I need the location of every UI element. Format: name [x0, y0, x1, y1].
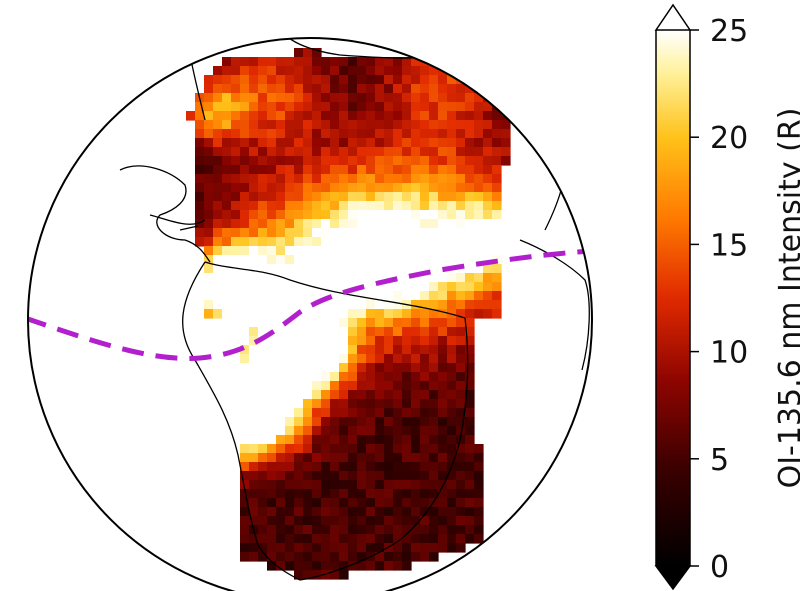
colorbar-tick-label: 10	[710, 336, 748, 371]
colorbar: 0 5 10 15 20 25 OI-135.6 nm Intensity (R)	[654, 3, 800, 591]
globe-outline	[27, 37, 593, 591]
colorbar-extend-max	[654, 3, 692, 31]
colorbar-tick-label: 25	[710, 14, 748, 49]
colorbar-tick-label: 0	[710, 550, 729, 585]
magnetic-equator-line	[28, 247, 592, 361]
colorbar-tick-label: 15	[710, 228, 748, 263]
colorbar-tick-label: 5	[710, 443, 729, 478]
colorbar-label: OI-135.6 nm Intensity (R)	[773, 108, 800, 489]
colorbar-gradient	[656, 30, 690, 566]
globe-map	[27, 37, 593, 591]
colorbar-extend-min	[654, 565, 692, 591]
colorbar-tick-label: 20	[710, 121, 748, 156]
colorbar-ticks: 0 5 10 15 20 25	[690, 14, 748, 585]
